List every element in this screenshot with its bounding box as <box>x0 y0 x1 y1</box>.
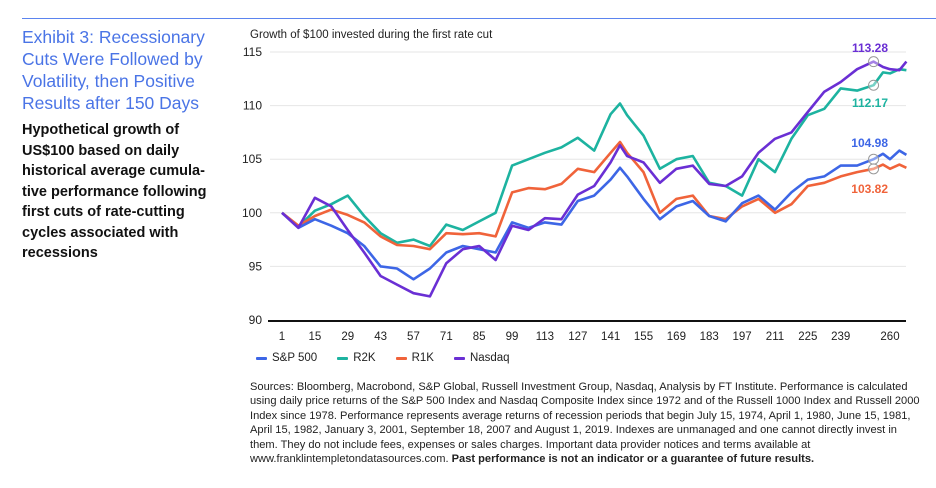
x-tick-label: 211 <box>766 331 784 343</box>
x-tick-label: 15 <box>308 331 321 343</box>
series-line-r2k <box>281 67 907 248</box>
series-line-sp500 <box>281 149 908 281</box>
x-tick-label: 85 <box>473 331 486 343</box>
sources-note: Sources: Bloomberg, Macrobond, S&P Globa… <box>250 380 920 466</box>
y-tick-label: 95 <box>249 259 263 273</box>
series-line-r1k <box>281 140 907 251</box>
end-value-label: 104.98 <box>851 136 888 150</box>
chart-title: Growth of $100 invested during the first… <box>250 29 493 41</box>
y-tick-label: 105 <box>242 152 262 166</box>
end-marker <box>868 79 880 91</box>
end-marker <box>868 163 880 175</box>
x-tick-label: 43 <box>374 331 387 343</box>
x-tick-label: 1 <box>279 331 285 343</box>
x-tick-label: 29 <box>341 331 354 343</box>
x-tick-label: 99 <box>506 331 519 343</box>
end-value-label: 113.28 <box>852 41 888 55</box>
legend-item-r2k: R2K <box>337 352 376 364</box>
sources-text: Sources: Bloomberg, Macrobond, S&P Globa… <box>250 381 920 466</box>
x-tick-label: 113 <box>536 331 554 343</box>
x-tick-label: 183 <box>700 331 719 343</box>
x-tick-label: 71 <box>440 331 453 343</box>
legend-swatch <box>256 356 267 360</box>
x-tick-label: 141 <box>601 331 620 343</box>
legend-label: R1K <box>411 352 434 364</box>
chart-legend: S&P 500 R2K R1K Nasdaq <box>256 352 510 364</box>
x-tick-label: 225 <box>798 331 817 343</box>
legend-item-r1k: R1K <box>395 352 434 364</box>
legend-label: S&P 500 <box>272 352 318 364</box>
legend-label: R2K <box>353 352 376 364</box>
y-tick-label: 115 <box>243 45 262 59</box>
disclaimer-bold: Past performance is not an indicator or … <box>451 453 815 466</box>
top-divider <box>22 18 936 19</box>
y-tick-label: 90 <box>249 313 263 327</box>
series-line-nasdaq <box>281 60 908 298</box>
x-tick-label: 57 <box>407 331 420 343</box>
x-tick-label: 155 <box>634 331 653 343</box>
y-tick-label: 110 <box>243 99 262 113</box>
end-marker <box>868 56 880 68</box>
legend-item-nasdaq: Nasdaq <box>453 352 510 364</box>
end-value-label: 112.17 <box>852 96 888 110</box>
legend-label: Nasdaq <box>469 352 510 364</box>
legend-swatch <box>395 356 407 360</box>
x-tick-label: 260 <box>880 331 899 343</box>
x-tick-label: 197 <box>733 331 752 343</box>
exhibit-subtitle: Hypothetical growth of US$100 based on d… <box>22 122 207 261</box>
x-tick-label: 239 <box>831 331 850 343</box>
legend-item-sp500: S&P 500 <box>256 352 317 364</box>
exhibit-title: Exhibit 3: Recessionary Cuts Were Follow… <box>22 27 205 113</box>
end-value-label: 103.82 <box>851 182 888 196</box>
x-tick-label: 127 <box>568 331 587 343</box>
legend-swatch <box>453 356 465 360</box>
legend-swatch <box>337 356 349 360</box>
end-marker <box>868 153 880 165</box>
x-tick-label: 169 <box>667 331 686 343</box>
y-tick-label: 100 <box>242 206 262 220</box>
